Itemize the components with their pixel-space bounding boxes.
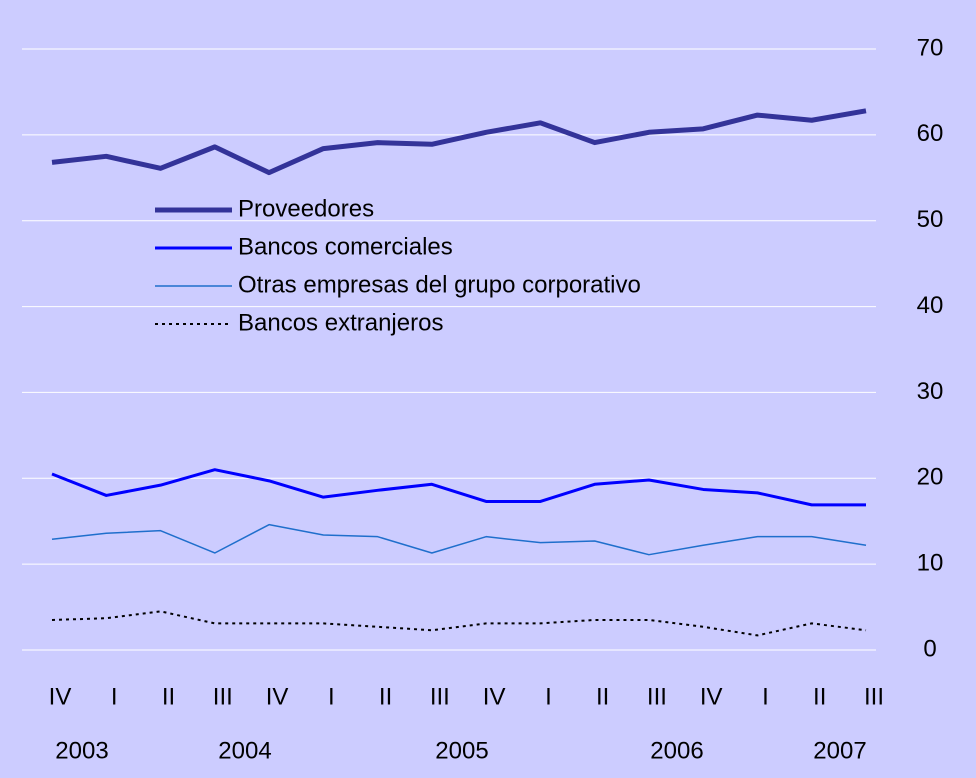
year-label: 2007 [813, 737, 866, 764]
series-line [51, 108, 867, 176]
y-tick-label: 40 [917, 292, 944, 319]
x-tick-label: IV [700, 683, 723, 710]
y-tick-label: 30 [917, 378, 944, 405]
x-tick-label: III [430, 683, 450, 710]
legend-label: Bancos comerciales [238, 233, 453, 260]
x-tick-label: I [111, 683, 118, 710]
year-label: 2005 [435, 737, 488, 764]
series-line [51, 610, 867, 637]
x-tick-label: I [328, 683, 335, 710]
x-tick-label: I [762, 683, 769, 710]
y-tick-label: 10 [917, 549, 944, 576]
year-label: 2003 [55, 737, 108, 764]
y-tick-label: 70 [917, 34, 944, 61]
year-label: 2004 [218, 737, 271, 764]
year-label: 2006 [650, 737, 703, 764]
x-tick-label: I [545, 683, 552, 710]
x-tick-label: II [379, 683, 392, 710]
y-tick-label: 20 [917, 464, 944, 491]
x-tick-label: IV [483, 683, 506, 710]
legend-label: Otras empresas del grupo corporativo [238, 271, 641, 298]
series-line [51, 468, 866, 507]
y-tick-label: 0 [923, 635, 936, 662]
x-tick-label: II [813, 683, 826, 710]
x-tick-label: IV [49, 683, 72, 710]
x-tick-label: III [864, 683, 884, 710]
y-tick-label: 60 [917, 120, 944, 147]
legend-label: Proveedores [238, 195, 374, 222]
x-tick-label: II [596, 683, 609, 710]
x-tick-label: III [213, 683, 233, 710]
y-tick-label: 50 [917, 206, 944, 233]
x-tick-label: IV [266, 683, 289, 710]
x-tick-label: III [647, 683, 667, 710]
series-line [51, 523, 867, 556]
x-tick-label: II [162, 683, 175, 710]
legend-label: Bancos extranjeros [238, 309, 443, 336]
